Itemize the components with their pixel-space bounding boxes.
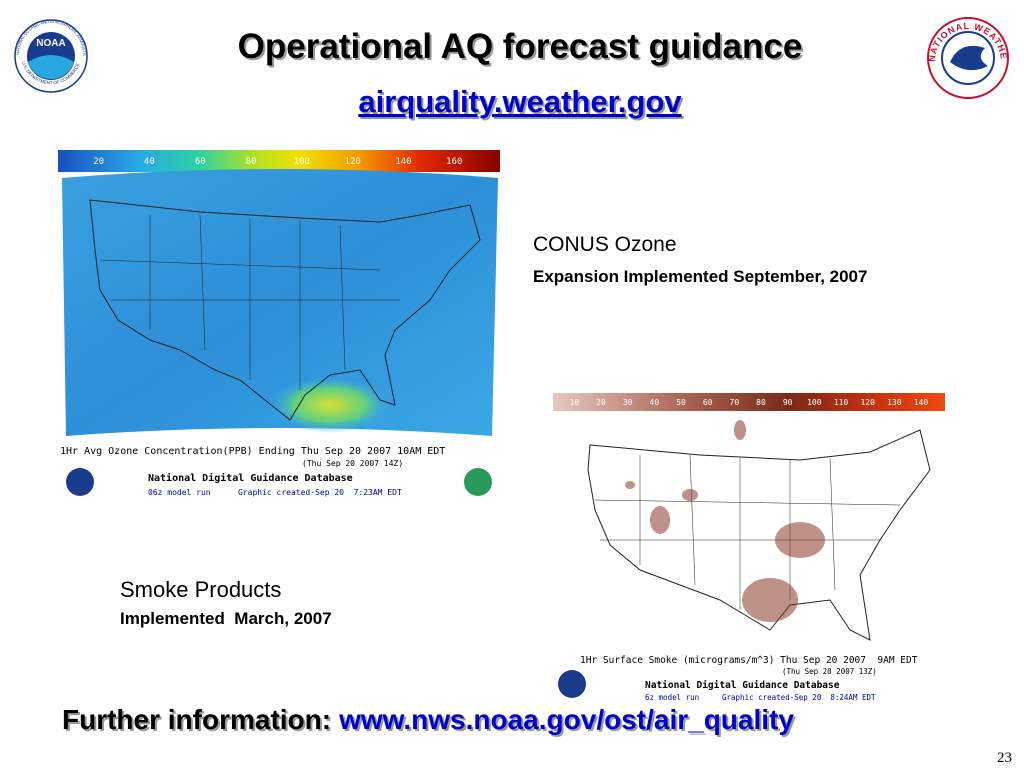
ozone-heading: CONUS Ozone — [533, 233, 677, 256]
ozone-epa-icon — [464, 468, 492, 496]
page-number: 23 — [997, 750, 1012, 766]
scale-label: 130 — [887, 398, 902, 407]
scale-label: 20 — [596, 398, 606, 407]
slide-title: Operational AQ forecast guidance — [238, 27, 803, 66]
smoke-run: 6z model run — [645, 693, 699, 702]
scale-label: 60 — [703, 398, 713, 407]
smoke-database: National Digital Guidance Database — [645, 680, 840, 691]
scale-label: 120 — [860, 398, 875, 407]
scale-label: 140 — [395, 157, 411, 167]
ozone-colorbar — [58, 150, 500, 172]
footer-label: Further information: — [62, 704, 331, 735]
scale-label: 160 — [446, 157, 462, 167]
title-link[interactable]: airquality.weather.gov — [358, 84, 682, 119]
smoke-plumes — [625, 420, 825, 622]
scale-label: 80 — [756, 398, 766, 407]
scale-label: 20 — [93, 157, 104, 167]
scale-label: 40 — [144, 157, 155, 167]
ozone-caption: 1Hr Avg Ozone Concentration(PPB) Ending … — [60, 446, 445, 457]
ozone-field — [62, 169, 498, 436]
footer: Further information: www.nws.noaa.gov/ost… — [62, 704, 794, 735]
scale-label: 140 — [914, 398, 929, 407]
scale-label: 100 — [294, 157, 310, 167]
ozone-hotspot — [270, 377, 390, 433]
ozone-run: 06z model run — [148, 488, 211, 497]
noaa-logo: NOAA NATIONAL OCEANIC AND ATMOSPHERIC AD… — [0, 0, 88, 93]
ozone-map: 20 40 60 80 100 120 140 160 1Hr Avg Ozone Conce… — [58, 150, 500, 502]
smoke-caption: 1Hr Surface Smoke (micrograms/m^3) Thu S… — [580, 655, 918, 666]
smoke-created: Graphic created-Sep 20 8:24AM EDT — [722, 693, 876, 702]
scale-label: 60 — [195, 157, 206, 167]
scale-label: 70 — [730, 398, 740, 407]
smoke-colorbar — [553, 393, 945, 411]
scale-label: 80 — [246, 157, 257, 167]
noaa-label: NOAA — [36, 38, 65, 49]
us-outline — [89, 199, 481, 421]
scale-label: 120 — [345, 157, 361, 167]
ozone-database: National Digital Guidance Database — [148, 472, 353, 484]
scale-label: 40 — [650, 398, 660, 407]
smoke-field — [553, 411, 945, 701]
smoke-map: 10 20 30 40 50 60 70 80 90 100 110 120 130 140 1Hr Su… — [553, 393, 945, 702]
ozone-note: Expansion Implemented September, 2007 — [533, 267, 867, 286]
smoke-heading: Smoke Products — [120, 577, 281, 602]
ozone-noaa-icon — [66, 468, 94, 496]
smoke-us-outline — [587, 429, 931, 641]
state-lines — [99, 214, 400, 390]
footer-link[interactable]: www.nws.noaa.gov/ost/air_quality — [338, 704, 794, 735]
smoke-note: Implemented March, 2007 — [120, 609, 332, 628]
scale-label: 100 — [807, 398, 822, 407]
scale-label: 30 — [623, 398, 633, 407]
ozone-created: Graphic created-Sep 20 7:23AM EDT — [238, 488, 402, 497]
smoke-issued: (Thu Sep 20 2007 13Z) — [782, 667, 877, 676]
ozone-issued: (Thu Sep 20 2007 14Z) — [302, 459, 403, 468]
ozone-caption-box — [58, 438, 500, 502]
scale-label: 50 — [676, 398, 686, 407]
smoke-noaa-icon — [558, 670, 586, 698]
scale-label: 10 — [570, 398, 580, 407]
scale-label: 110 — [834, 398, 849, 407]
scale-label: 90 — [783, 398, 793, 407]
